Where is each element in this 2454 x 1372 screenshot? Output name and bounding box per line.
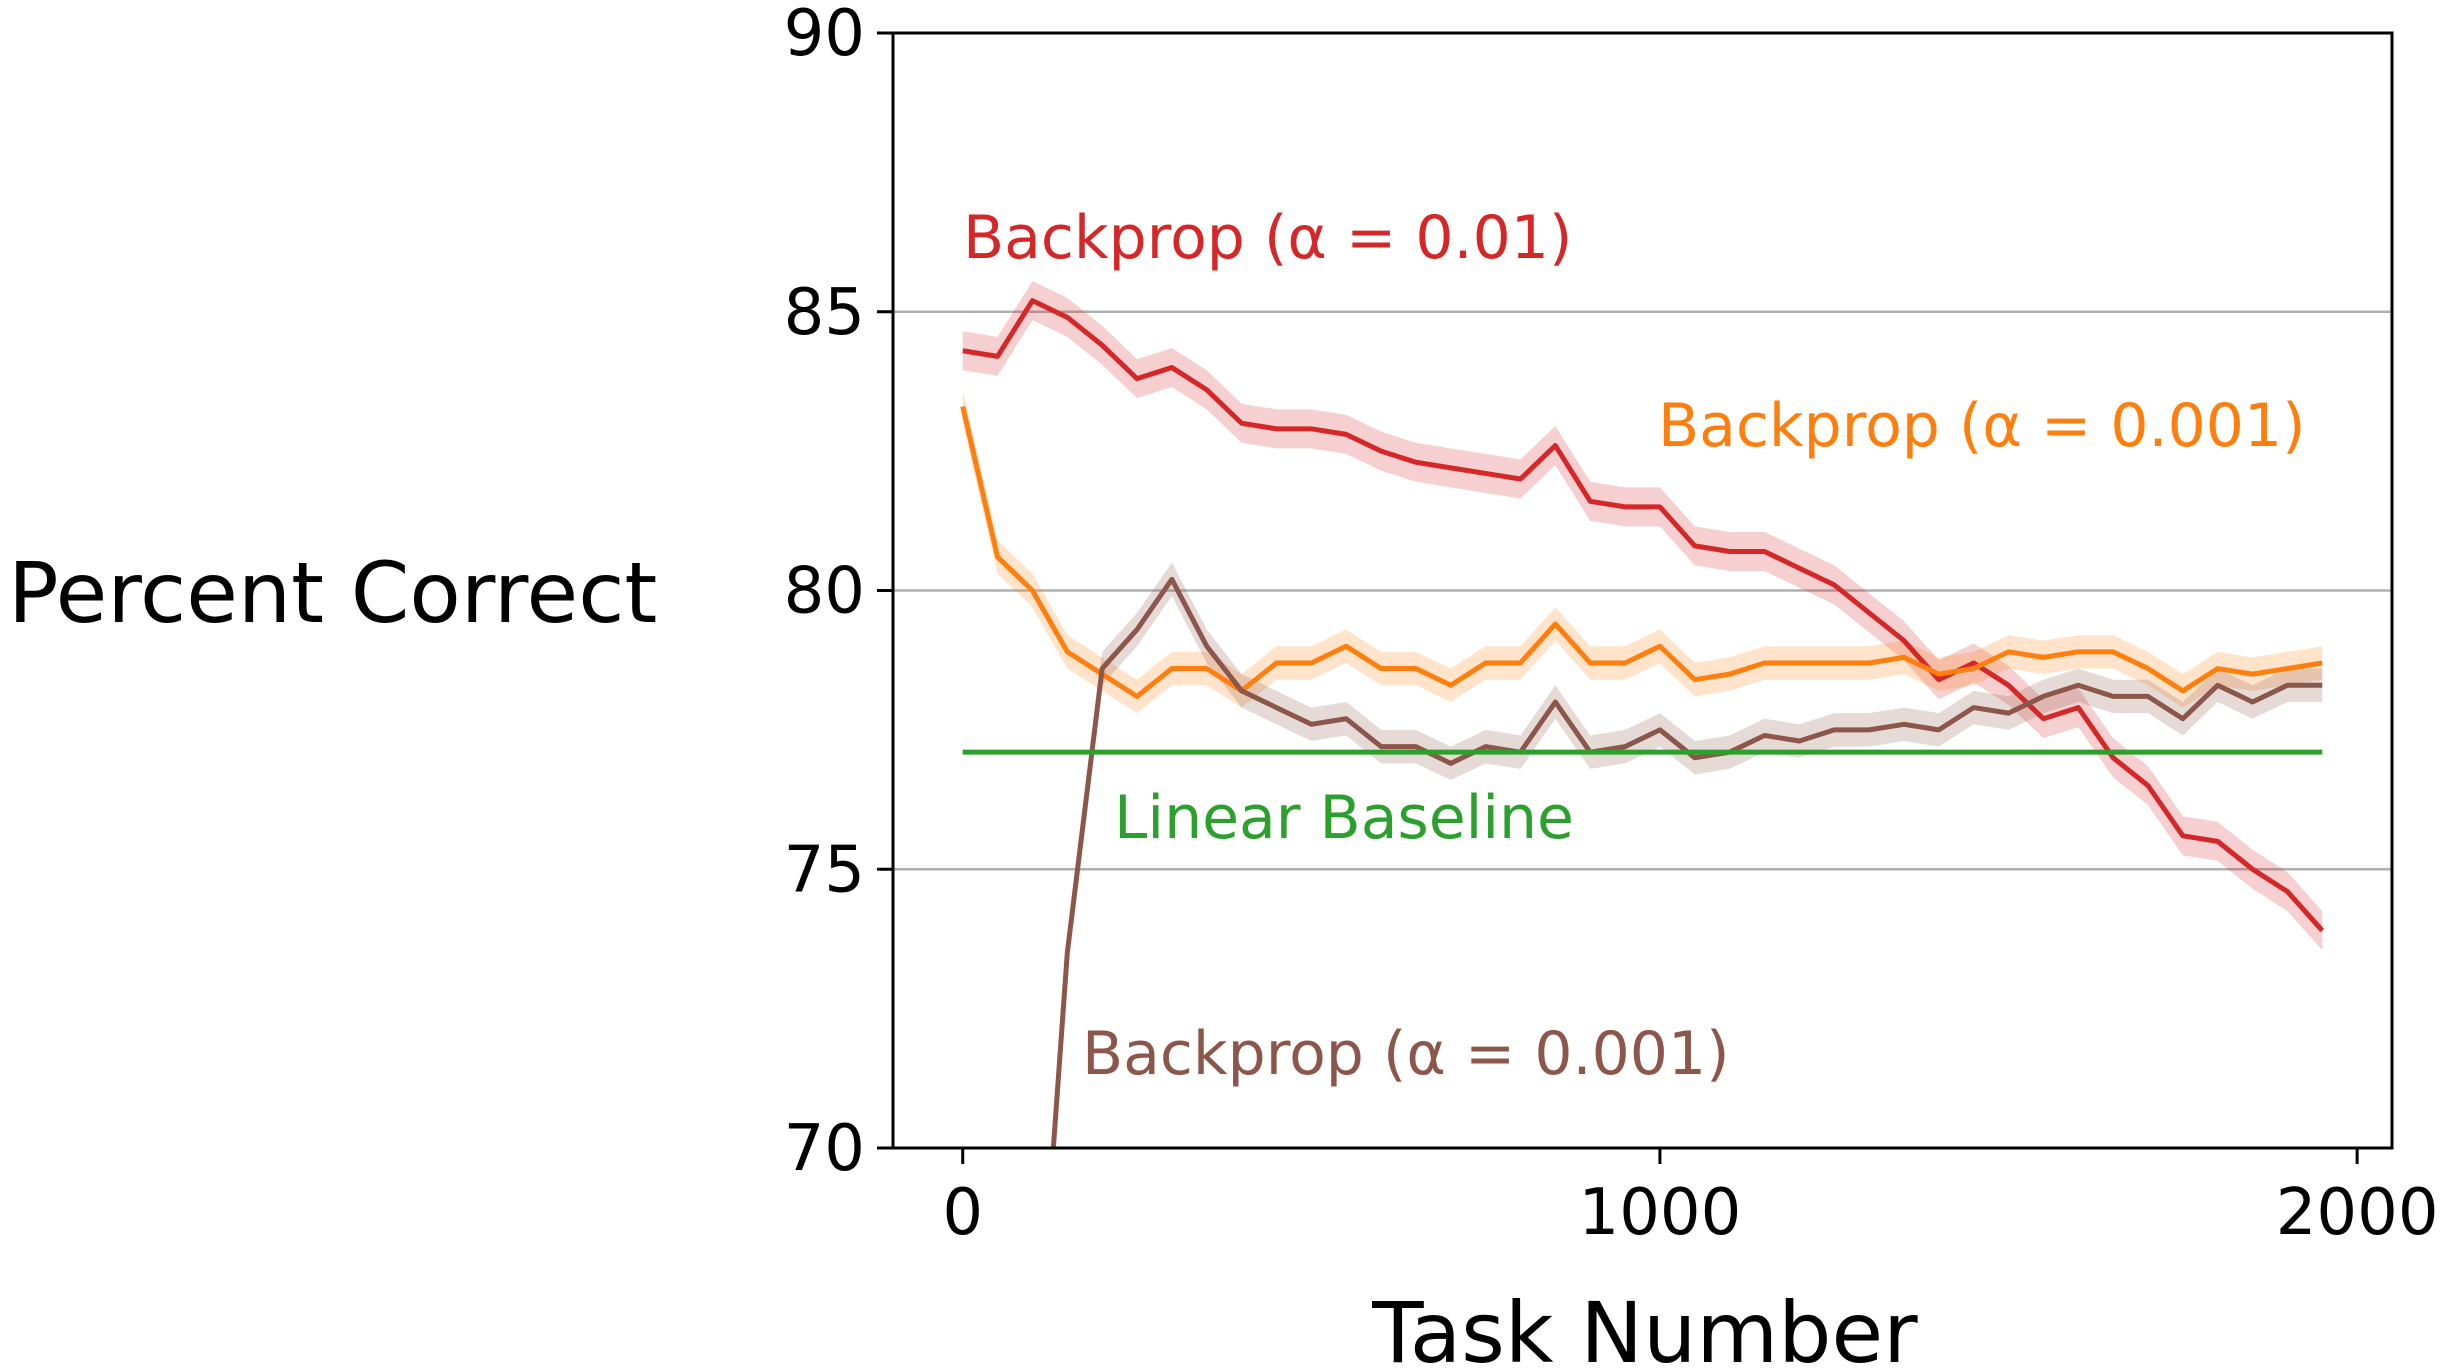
series-line-1 <box>960 405 2323 699</box>
series-line-0 <box>962 298 2325 933</box>
x-tick-label: 0 <box>942 1176 983 1250</box>
y-tick-label: 75 <box>784 833 865 907</box>
series-label-backprop-0-001-orange: Backprop (α = 0.001) <box>1658 391 2306 461</box>
series-lines <box>960 298 2325 1148</box>
series-band-2 <box>1053 562 2323 1148</box>
series-band-0 <box>962 281 2323 951</box>
axis-ticks: 70 75 80 85 90 0 1000 2000 <box>784 0 2439 1250</box>
series-label-backprop-0-01: Backprop (α = 0.01) <box>963 203 1572 273</box>
y-tick-label: 85 <box>784 276 865 350</box>
series-line-2 <box>1050 576 2323 1148</box>
x-tick-label: 2000 <box>2276 1176 2439 1250</box>
gridlines <box>893 310 2392 871</box>
x-axis-title: Task Number <box>1371 1284 1918 1372</box>
y-tick-label: 80 <box>784 555 865 629</box>
y-axis-title: Percent Correct <box>8 544 657 642</box>
series-label-backprop-0-001-brown: Backprop (α = 0.001) <box>1082 1019 1730 1089</box>
y-tick-label: 90 <box>784 0 865 71</box>
x-tick-label: 1000 <box>1578 1176 1741 1250</box>
series-label-linear-baseline: Linear Baseline <box>1114 783 1574 853</box>
y-tick-label: 70 <box>784 1112 865 1186</box>
